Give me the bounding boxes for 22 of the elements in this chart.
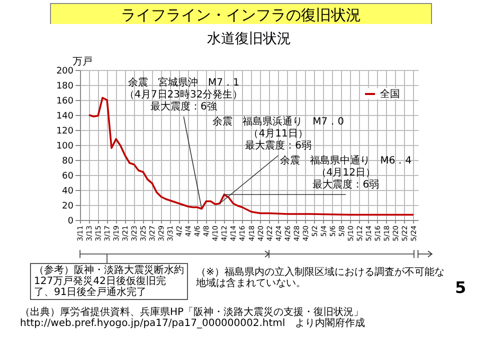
y-tick-label: 180: [56, 82, 74, 92]
y-tick-label: 20: [62, 202, 74, 212]
y-tick-label: 80: [62, 156, 74, 166]
text: （参考）阪神・淡路大震災断水約127万戸発災42日後仮復旧完了、91日後全戸通水完了: [30, 263, 188, 300]
text: （出典）厚労省提供資料、兵庫県HP「阪神・淡路大震災の支援・復旧状況」http://web.pref.hyogo.jp/pa17/pa17_000000002.html より内閣府作成: [20, 307, 366, 329]
y-tick-label: 140: [56, 112, 74, 122]
chart-subtitle: 水道復旧状況: [207, 31, 291, 47]
y-tick-label: 40: [62, 186, 74, 196]
y-tick-label: 120: [56, 126, 74, 136]
y-tick-label: 60: [62, 172, 74, 182]
annotation: 余震 福島県浜通り M7．0（4月11日）最大震度：6弱: [212, 116, 344, 152]
annotation: 余震 宮城県沖 M7．1（4月7日23時32分発生）最大震度：6強: [124, 76, 243, 112]
y-axis-title: 万戸: [72, 56, 92, 68]
annotation: 余震 福島県中通り M6．4（4月12日）最大震度：6弱: [280, 154, 412, 190]
legend-label: 全国: [380, 88, 400, 100]
y-tick-label: 100: [56, 142, 74, 152]
y-tick-label: 200: [56, 66, 74, 76]
y-tick-label: 0: [68, 216, 74, 226]
text: 5: [455, 278, 466, 297]
y-tick-label: 160: [56, 96, 74, 106]
text: （※）福島県内の立入制限区域における調査が不可能な地域は含まれていない。: [196, 267, 446, 289]
chart-title: ライフライン・インフラの復旧状況: [50, 3, 432, 27]
